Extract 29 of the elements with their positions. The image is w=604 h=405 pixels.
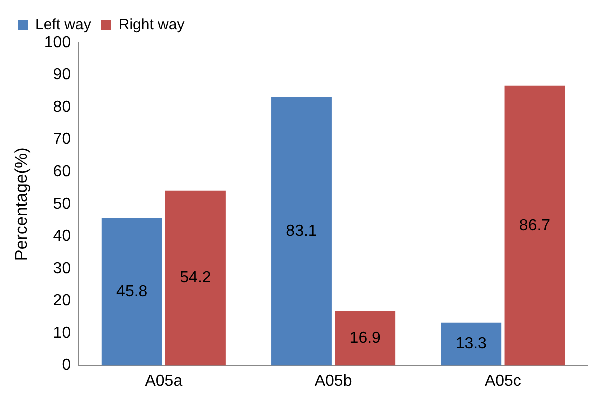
legend-label: Left way [36,16,92,34]
y-tick-label: 70 [53,131,72,148]
y-tick-label: 0 [62,357,72,374]
legend-label: Right way [118,16,186,34]
bar [335,311,396,366]
bar [102,218,162,366]
y-tick-label: 40 [53,228,72,246]
data-label: 13.3 [456,336,488,353]
bar [441,322,502,366]
y-tick-label: 10 [53,324,72,342]
bar [166,190,226,366]
bar [272,98,332,366]
data-label: 86.7 [519,217,551,234]
data-label: 16.9 [350,330,382,347]
y-axis-title: Percentage(%) [12,148,31,262]
bar [504,86,566,366]
x-tick-label: A05b [314,372,352,390]
y-tick-label: 100 [44,34,72,52]
y-tick-label: 80 [53,98,72,116]
y-tick-label: 50 [53,196,72,213]
y-tick-label: 30 [53,260,72,278]
y-tick-label: 90 [53,66,72,84]
y-tick-label: 20 [53,292,72,310]
data-label: 45.8 [116,283,148,300]
data-label: 83.1 [286,223,318,240]
data-label: 54.2 [180,270,212,287]
x-tick-label: A05a [145,372,183,390]
y-tick-label: 60 [53,164,72,181]
x-tick-label: A05c [484,372,522,390]
